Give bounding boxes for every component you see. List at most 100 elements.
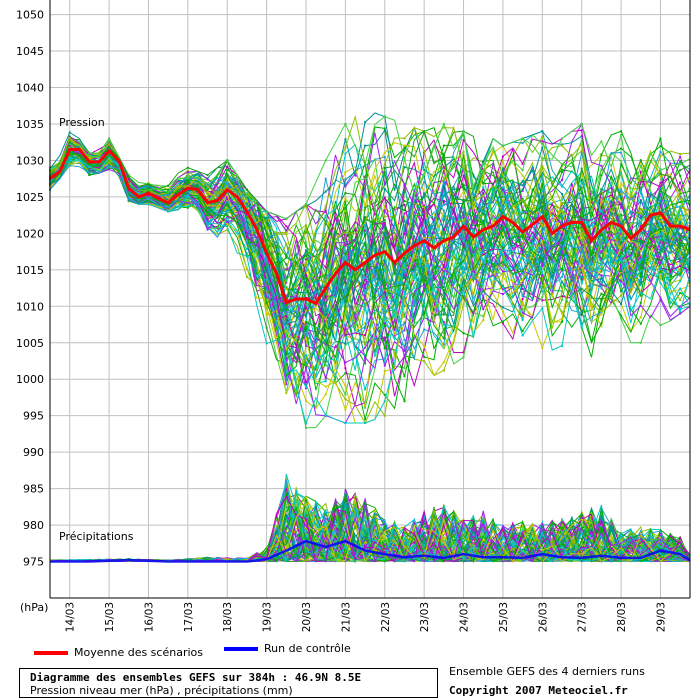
- member-point: [423, 281, 426, 284]
- member-point: [659, 233, 662, 236]
- member-point: [344, 384, 347, 387]
- member-point: [324, 328, 327, 331]
- x-tick-label: 26/03: [537, 602, 549, 632]
- member-point: [561, 317, 563, 320]
- member-point: [521, 188, 524, 191]
- member-point: [324, 360, 327, 363]
- member-point: [265, 239, 268, 242]
- member-point: [659, 232, 662, 235]
- member-point: [285, 361, 288, 364]
- member-point: [679, 270, 682, 273]
- member-point: [442, 204, 445, 207]
- member-point: [442, 201, 445, 204]
- member-point: [167, 191, 170, 194]
- member-point: [403, 224, 406, 227]
- member-point: [679, 251, 682, 254]
- member-point: [659, 228, 662, 231]
- member-point: [521, 209, 524, 212]
- member-point: [679, 312, 682, 315]
- member-point: [324, 250, 327, 253]
- member-point: [305, 323, 307, 326]
- member-point: [639, 267, 642, 270]
- member-point: [620, 284, 623, 287]
- member-point: [305, 291, 307, 294]
- member-point: [206, 182, 209, 185]
- member-point: [462, 279, 465, 282]
- member-point: [600, 313, 603, 316]
- member-point: [324, 277, 327, 280]
- member-point: [442, 122, 445, 125]
- y-tick-label: 995: [23, 410, 44, 423]
- member-point: [639, 215, 642, 218]
- member-point: [383, 310, 386, 313]
- member-point: [442, 295, 445, 298]
- member-point: [501, 293, 504, 296]
- member-point: [442, 328, 445, 331]
- member-point: [186, 169, 189, 172]
- member-point: [285, 268, 288, 271]
- member-point: [561, 257, 563, 260]
- member-point: [541, 254, 544, 257]
- member-point: [403, 209, 406, 212]
- member-point: [600, 263, 603, 266]
- member-point: [679, 280, 682, 283]
- member-point: [521, 334, 524, 337]
- member-point: [521, 256, 524, 259]
- member-point: [88, 155, 91, 158]
- x-tick-label: 20/03: [301, 602, 313, 632]
- member-point: [600, 234, 603, 237]
- member-point: [324, 305, 327, 308]
- member-point: [482, 201, 485, 204]
- member-point: [265, 307, 268, 310]
- member-point: [403, 321, 406, 324]
- member-point: [580, 238, 583, 241]
- member-point: [521, 227, 524, 230]
- member-point: [108, 168, 111, 171]
- member-point: [423, 181, 426, 184]
- member-point: [245, 215, 248, 218]
- member-point: [620, 188, 623, 191]
- member-point: [364, 303, 367, 306]
- member-point: [423, 290, 426, 293]
- member-point: [245, 255, 248, 258]
- member-point: [600, 298, 603, 301]
- member-point: [285, 255, 288, 258]
- member-point: [423, 261, 426, 264]
- member-point: [245, 225, 248, 228]
- member-point: [324, 245, 327, 248]
- member-point: [501, 188, 504, 191]
- member-point: [482, 163, 485, 166]
- member-point: [383, 290, 386, 293]
- member-point: [679, 160, 682, 163]
- member-point: [226, 212, 229, 215]
- member-point: [620, 271, 623, 274]
- member-point: [580, 170, 583, 173]
- member-point: [285, 263, 288, 266]
- member-point: [620, 241, 623, 244]
- member-point: [364, 224, 367, 227]
- member-point: [245, 241, 248, 244]
- member-point: [403, 355, 406, 358]
- x-tick-label: 21/03: [340, 602, 352, 632]
- member-point: [501, 155, 504, 158]
- member-point: [324, 325, 327, 328]
- member-point: [521, 268, 524, 271]
- member-point: [127, 197, 130, 200]
- member-point: [285, 379, 288, 382]
- member-point: [324, 356, 327, 359]
- member-point: [442, 227, 445, 230]
- member-point: [521, 224, 524, 227]
- precip-section-label: Précipitations: [59, 530, 134, 543]
- member-point: [88, 153, 91, 156]
- member-point: [206, 210, 209, 213]
- member-point: [265, 314, 268, 317]
- member-point: [383, 324, 386, 327]
- member-point: [580, 292, 583, 295]
- member-point: [679, 201, 682, 204]
- member-point: [600, 240, 603, 243]
- member-point: [600, 244, 603, 247]
- member-point: [639, 237, 642, 240]
- member-point: [600, 283, 603, 286]
- member-point: [561, 298, 563, 301]
- member-point: [580, 186, 583, 189]
